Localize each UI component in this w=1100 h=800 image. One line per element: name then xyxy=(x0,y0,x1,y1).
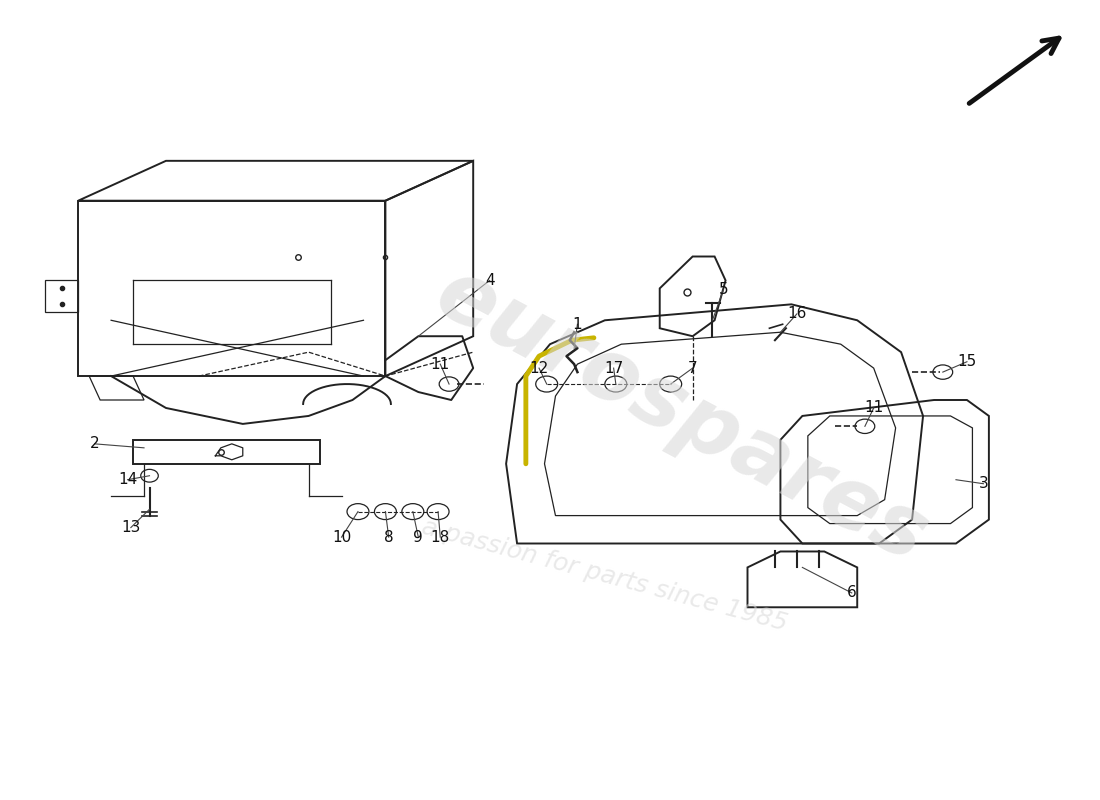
Text: 3: 3 xyxy=(979,476,988,491)
Text: 2: 2 xyxy=(90,436,99,451)
Text: eurospares: eurospares xyxy=(421,251,942,581)
Text: 12: 12 xyxy=(529,361,549,376)
Text: 14: 14 xyxy=(118,472,138,487)
Text: 18: 18 xyxy=(431,530,450,545)
Text: 11: 11 xyxy=(865,401,883,415)
Text: 11: 11 xyxy=(431,357,450,372)
Text: 5: 5 xyxy=(718,282,728,298)
Text: 4: 4 xyxy=(485,273,495,288)
Text: 9: 9 xyxy=(414,530,424,545)
Text: 8: 8 xyxy=(384,530,394,545)
Text: 17: 17 xyxy=(604,361,624,376)
Text: 10: 10 xyxy=(332,530,351,545)
Text: 16: 16 xyxy=(788,306,806,322)
Text: a passion for parts since 1985: a passion for parts since 1985 xyxy=(419,515,791,636)
Text: 15: 15 xyxy=(957,354,977,370)
Text: 13: 13 xyxy=(121,520,141,535)
Text: 6: 6 xyxy=(847,586,857,601)
Text: 1: 1 xyxy=(573,317,582,332)
Text: 7: 7 xyxy=(688,361,697,376)
